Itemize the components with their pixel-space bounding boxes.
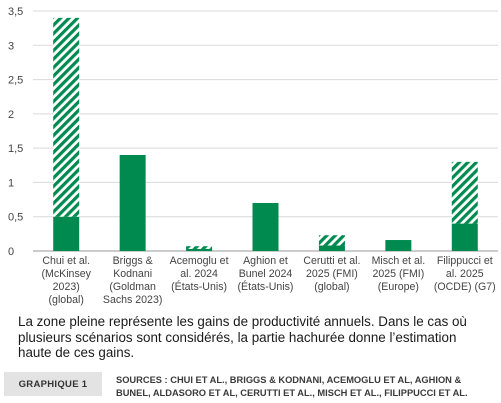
chart-caption: La zone pleine représente les gains de p…: [18, 314, 467, 360]
x-category-label: Chui et al. (McKinsey 2023) (global): [41, 255, 91, 306]
y-tick-label: 0: [8, 246, 14, 258]
bar-solid-segment: [186, 248, 213, 251]
figure-label: GRAPHIQUE 1: [4, 372, 102, 396]
x-category-label: Cerutti et al. 2025 (FMI) (global): [303, 255, 360, 293]
y-tick-label: 2,5: [8, 75, 23, 87]
x-category-label: Aghion et Bunel 2024 (États-Unis): [238, 255, 294, 293]
bar-hatched-segment: [451, 161, 478, 224]
bar-solid-segment: [451, 223, 478, 251]
bar-hatched-segment: [318, 235, 345, 246]
y-tick-label: 1: [8, 177, 14, 189]
y-tick-label: 1,5: [8, 143, 23, 155]
sources-note: SOURCES : CHUI ET AL., BRIGGS & KODNANI,…: [116, 375, 468, 398]
x-category-label: Acemoglu et al. 2024 (États-Unis): [170, 255, 229, 293]
bar-solid-segment: [53, 216, 80, 251]
y-tick-label: 2: [8, 109, 14, 121]
bar-chart: 0 0,5 1 1,5 2 2,5 3 3,5 Chui et al. (McKinsey 2023…: [8, 6, 498, 306]
y-tick-label: 0,5: [8, 212, 23, 224]
x-category-label: Briggs & Kodnani (Goldman Sachs 2023): [103, 255, 162, 306]
bar-hatched-segment: [53, 17, 80, 217]
bar-solid-segment: [318, 245, 345, 251]
x-category-label: Filippucci et al. 2025 (OCDE) (G7): [434, 255, 496, 293]
bar-solid-segment: [252, 203, 279, 251]
x-category-label: Misch et al. 2025 (FMI) (Europe): [372, 255, 426, 293]
bar-solid-segment: [119, 155, 146, 251]
y-tick-label: 3: [8, 40, 14, 52]
bar-hatched-segment: [186, 246, 213, 249]
bar-solid-segment: [385, 240, 412, 251]
y-tick-label: 3,5: [8, 6, 23, 18]
figure-footer: GRAPHIQUE 1 SOURCES : CHUI ET AL., BRIGG…: [0, 370, 501, 403]
